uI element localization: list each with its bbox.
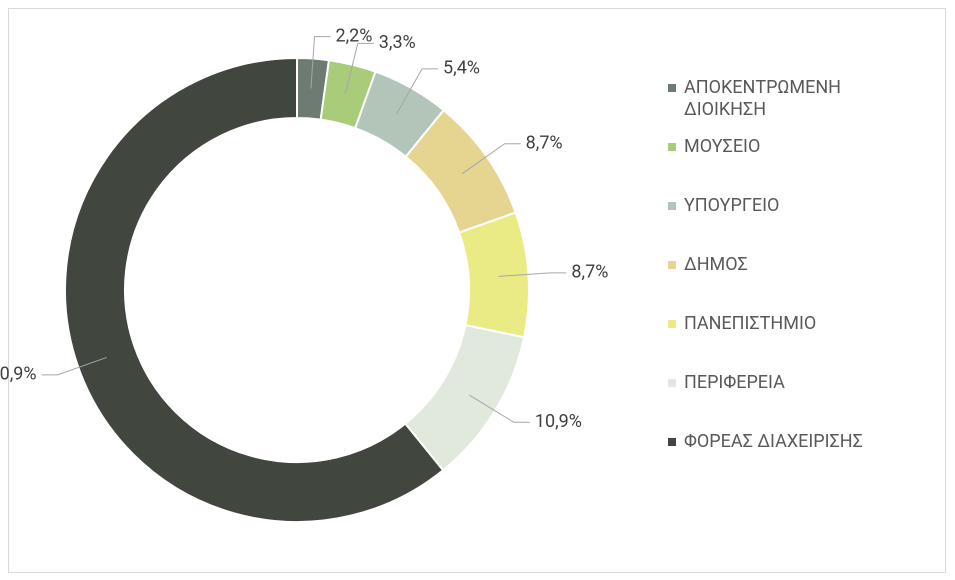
legend-label: ΠΑΝΕΠΙΣΤΗΜΙΟ [684, 313, 817, 334]
data-label: 3,3% [379, 32, 416, 53]
legend-swatch [668, 379, 676, 387]
legend-swatch [668, 84, 676, 92]
leader-line [396, 68, 439, 115]
legend-label: ΦΟΡΕΑΣ ΔΙΑΧΕΙΡΙΣΗΣ [684, 431, 863, 452]
leader-line [310, 36, 331, 89]
leader-line [469, 394, 530, 423]
legend-item: ΜΟΥΣΕΙΟ [668, 136, 923, 158]
leader-line [344, 42, 374, 94]
legend-swatch [668, 320, 676, 328]
data-label: 60,9% [0, 364, 37, 385]
legend-label: ΠΕΡΙΦΕΡΕΙΑ [684, 372, 785, 393]
leader-line [461, 143, 521, 175]
legend-label: ΑΠΟΚΕΝΤΡΩΜΕΝΗ ΔΙΟΙΚΗΣΗ [684, 77, 842, 120]
leader-line [498, 272, 567, 277]
data-label: 2,2% [336, 25, 373, 46]
legend-label: ΥΠΟΥΡΓΕΙΟ [684, 195, 780, 216]
legend-item: ΠΕΡΙΦΕΡΕΙΑ [668, 372, 923, 394]
data-label: 10,9% [535, 411, 582, 432]
legend-item: ΑΠΟΚΕΝΤΡΩΜΕΝΗ ΔΙΟΙΚΗΣΗ [668, 77, 923, 121]
legend-swatch [668, 143, 676, 151]
legend-item: ΔΗΜΟΣ [668, 254, 923, 276]
slice [64, 56, 445, 523]
legend-item: ΥΠΟΥΡΓΕΙΟ [668, 195, 923, 217]
chart-frame [8, 8, 946, 573]
legend-swatch [668, 438, 676, 446]
legend-swatch [668, 202, 676, 210]
data-label: 8,7% [571, 262, 608, 283]
legend-label: ΔΗΜΟΣ [684, 254, 748, 275]
leader-line [41, 356, 107, 376]
data-label: 5,4% [443, 58, 480, 79]
legend-item: ΠΑΝΕΠΙΣΤΗΜΙΟ [668, 313, 923, 335]
legend-item: ΦΟΡΕΑΣ ΔΙΑΧΕΙΡΙΣΗΣ [668, 431, 923, 453]
legend-label: ΜΟΥΣΕΙΟ [684, 136, 761, 157]
legend-swatch [668, 261, 676, 269]
data-label: 8,7% [526, 132, 563, 153]
